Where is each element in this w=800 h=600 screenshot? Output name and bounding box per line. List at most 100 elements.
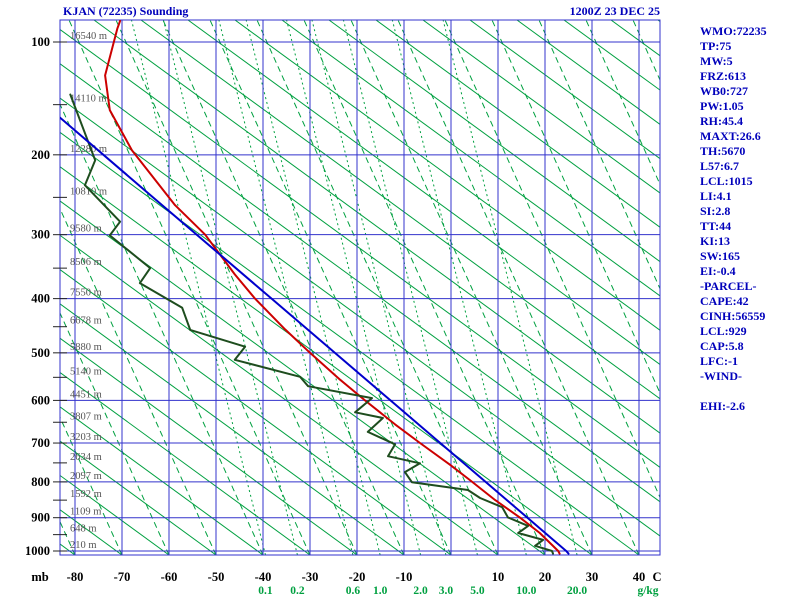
axis-unit-mb: mb	[31, 570, 48, 584]
dry-adiabat-line	[657, 20, 660, 23]
stat-line: FRZ:613	[700, 69, 746, 83]
moist-adiabat-line	[303, 20, 546, 555]
temperature-tick-label: -70	[114, 570, 131, 584]
moist-adiabat-line	[680, 20, 800, 555]
temperature-tick-label: 20	[539, 570, 552, 584]
moist-adiabat-line	[350, 20, 593, 555]
height-label: 2634 m	[70, 452, 102, 463]
plot-border	[59, 19, 661, 556]
stat-line: LCL:1015	[700, 174, 753, 188]
dry-adiabat-line	[60, 440, 217, 555]
height-label: 3203 m	[70, 432, 102, 443]
mixing-ratio-line	[130, 20, 266, 555]
wet-bulb-curve	[60, 116, 570, 555]
dry-adiabat-line	[60, 268, 452, 555]
height-label: 4451 m	[70, 389, 102, 400]
dry-adiabat-line	[60, 371, 311, 555]
dry-adiabat-line	[60, 337, 358, 555]
temperature-tick-label: -80	[67, 570, 84, 584]
dry-adiabat-line	[328, 20, 660, 263]
height-label: 3807 m	[70, 411, 102, 422]
mixing-ratio-line	[286, 20, 422, 555]
temperature-tick-label: -30	[302, 570, 319, 584]
dry-adiabat-line	[60, 28, 660, 469]
dry-adiabat-line	[60, 166, 593, 555]
stat-line: LI:4.1	[700, 189, 732, 203]
height-label: 5140 m	[70, 366, 102, 377]
mixing-ratio-tick-label: 10.0	[516, 585, 536, 597]
mixing-ratio-line	[218, 20, 354, 555]
stat-line: WMO:72235	[700, 24, 767, 38]
height-label: 210 m	[70, 540, 97, 551]
height-label: 648 m	[70, 524, 97, 535]
height-label: 6678 m	[70, 316, 102, 327]
mixing-ratio-line	[311, 20, 447, 555]
stat-line: L57:6.7	[700, 159, 739, 173]
moist-adiabat-line	[585, 20, 660, 186]
moist-adiabat-line	[632, 20, 660, 82]
pressure-tick-label: 400	[31, 292, 50, 306]
stat-line: WB0:727	[700, 84, 748, 98]
stat-line: KI:13	[700, 234, 730, 248]
stat-line: SW:165	[700, 249, 741, 263]
moist-adiabat-line	[60, 103, 264, 555]
moist-adiabat-line	[115, 20, 358, 555]
height-label: 1109 m	[70, 507, 101, 518]
stat-line: TP:75	[700, 39, 732, 53]
stat-line: CAPE:42	[700, 294, 749, 308]
temperature-curve	[104, 20, 561, 555]
height-label: 2097 m	[70, 471, 102, 482]
dry-adiabat-line	[140, 20, 660, 400]
pressure-tick-label: 500	[31, 346, 50, 360]
pressure-tick-label: 300	[31, 228, 50, 242]
stat-line: MAXT:26.6	[700, 129, 761, 143]
dewpoint-curve	[69, 93, 554, 555]
moist-adiabat-line	[444, 20, 660, 499]
height-label: 5880 m	[70, 342, 102, 353]
mixing-ratio-tick-label: 5.0	[470, 585, 485, 597]
pressure-tick-label: 700	[31, 436, 50, 450]
pressure-tick-label: 200	[31, 148, 50, 162]
moist-adiabat-line	[68, 20, 311, 555]
pressure-tick-label: 1000	[25, 544, 50, 558]
mixing-ratio-line	[391, 20, 527, 555]
chart-datetime: 1200Z 23 DEC 25	[569, 4, 660, 18]
dry-adiabat-line	[60, 200, 546, 555]
height-label: 12280 m	[70, 144, 107, 155]
temperature-tick-label: -10	[396, 570, 413, 584]
stats-panel: WMO:72235 TP:75 MW:5 FRZ:613 WB0:727 PW:1.05 R…	[700, 24, 800, 414]
dry-adiabat-line	[60, 406, 264, 555]
height-label: 8506 m	[70, 257, 102, 268]
moist-adiabat-line	[491, 20, 660, 395]
moist-adiabat-line	[162, 20, 405, 555]
dry-adiabat-line	[469, 20, 660, 160]
height-label: 1592 m	[70, 489, 102, 500]
blue-grid	[59, 19, 661, 556]
mixing-ratio-line	[342, 20, 478, 555]
height-label: 9580 m	[70, 224, 102, 235]
stat-line: MW:5	[700, 54, 733, 68]
stat-line: CAP:5.8	[700, 339, 744, 353]
mixing-ratio-tick-label: 3.0	[439, 585, 454, 597]
stat-line: SI:2.8	[700, 204, 731, 218]
moist-adiabat-line	[209, 20, 452, 555]
moist-adiabat-line	[256, 20, 499, 555]
mixing-ratio-line	[162, 20, 298, 555]
stat-line: RH:45.4	[700, 114, 743, 128]
temperature-tick-label: -40	[255, 570, 272, 584]
mixing-ratio-tick-label: 1.0	[373, 585, 388, 597]
sounding-curves	[60, 20, 570, 555]
dry-adiabat-line	[281, 20, 660, 297]
height-label: 10810 m	[70, 186, 107, 197]
mixing-ratio-tick-label: 0.1	[258, 585, 273, 597]
dry-adiabat-line	[60, 131, 640, 555]
pressure-tick-label: 800	[31, 475, 50, 489]
stat-line: -WIND-	[700, 369, 742, 383]
axis-unit-gkg: g/kg	[637, 585, 658, 597]
mixing-ratio-line	[245, 20, 381, 555]
mixing-ratio-tick-label: 2.0	[413, 585, 428, 597]
height-label: 7550 m	[70, 288, 102, 299]
stat-line: EHI:-2.6	[700, 399, 745, 413]
temperature-tick-label: -60	[161, 570, 178, 584]
